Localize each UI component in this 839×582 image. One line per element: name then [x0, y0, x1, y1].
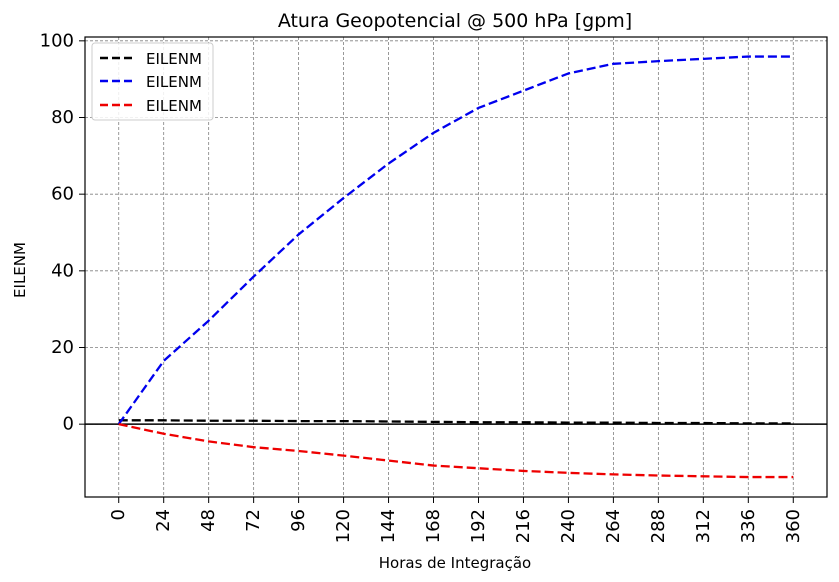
x-tick-label: 240 [558, 509, 579, 543]
x-tick-label: 312 [693, 509, 714, 543]
plot-frame [84, 36, 828, 498]
chart-title: Atura Geopotencial @ 500 hPa [gpm] [278, 10, 632, 32]
x-tick-label: 96 [288, 509, 309, 532]
y-tick-layer: 0 20 40 60 80 100 [40, 30, 85, 435]
legend: EILENM EILENM EILENM [91, 42, 214, 121]
legend-label-2: EILENM [146, 73, 202, 91]
legend-box [91, 42, 214, 121]
x-tick-label: 288 [648, 509, 669, 543]
x-tick-label: 48 [198, 509, 219, 532]
x-tick-label: 0 [108, 509, 129, 520]
y-axis-label: EILENM [11, 242, 29, 298]
x-tick-label: 336 [738, 509, 759, 543]
x-tick-label: 120 [333, 509, 354, 543]
y-tick-label: 0 [63, 414, 74, 435]
legend-label-1: EILENM [146, 50, 202, 68]
x-tick-label: 360 [783, 509, 804, 543]
x-axis-label: Horas de Integração [379, 554, 531, 572]
x-tick-label: 216 [513, 509, 534, 543]
x-tick-label: 72 [243, 509, 264, 532]
y-tick-label: 80 [51, 107, 74, 128]
legend-label-3: EILENM [146, 97, 202, 115]
x-tick-label: 192 [468, 509, 489, 543]
y-tick-label: 40 [51, 260, 74, 281]
y-tick-label: 20 [51, 337, 74, 358]
series-line-1 [118, 419, 794, 425]
y-tick-label: 60 [51, 184, 74, 205]
x-tick-label: 24 [153, 509, 174, 532]
series-line-2 [117, 55, 794, 425]
x-tick-label: 168 [423, 509, 444, 543]
series-layer [117, 55, 794, 479]
y-tick-label: 100 [40, 30, 74, 51]
x-tick-layer: 0 24 48 72 96 120 144 168 192 216 240 264 288 312 336 3… [108, 497, 804, 543]
x-tick-label: 264 [603, 509, 624, 543]
series-line-3 [118, 423, 794, 479]
x-tick-label: 144 [378, 509, 399, 543]
